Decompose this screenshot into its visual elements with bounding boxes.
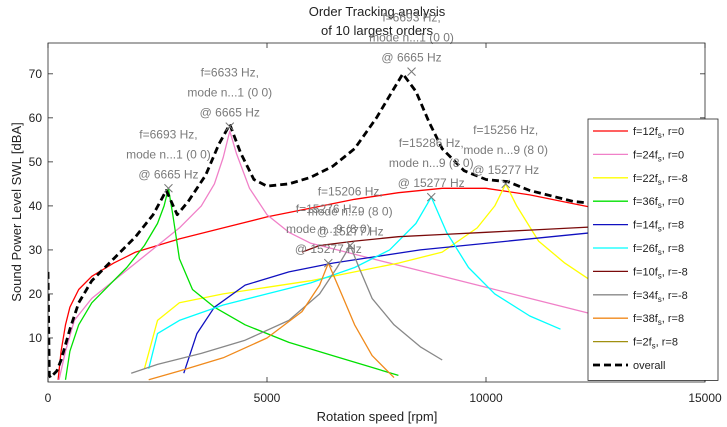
peak-annotation: f=15276 Hz, mode n...9 (8 0) @ 15277 Hz — [286, 202, 371, 268]
peak-annotation-line: mode n...1 (0 0) — [187, 86, 272, 100]
x-tick-label: 10000 — [469, 391, 503, 405]
peak-annotation-line: f=15286 Hz, — [399, 136, 464, 150]
legend-label: f=12fs, r=0 — [633, 126, 684, 140]
y-tick-label: 70 — [29, 67, 43, 81]
series-line-f-38f-s-r-8 — [148, 262, 395, 381]
legend-label: f=36fs, r=0 — [633, 196, 684, 210]
legend-label: overall — [633, 360, 665, 372]
y-tick-label: 60 — [29, 111, 43, 125]
legend-label: f=14fs, r=8 — [633, 220, 684, 234]
peak-annotation-line: @ 6665 Hz — [138, 167, 198, 181]
peak-annotation-line: f=15206 Hz, — [318, 185, 383, 199]
y-tick-label: 40 — [29, 199, 43, 213]
chart-title-line-2: of 10 largest orders — [321, 23, 434, 38]
peak-annotation: f=15256 Hz, mode n...9 (8 0) @ 15277 Hz — [463, 123, 548, 189]
legend-item-overall: overall — [593, 360, 665, 372]
legend-label: f=22fs, r=-8 — [633, 173, 688, 187]
legend-item-f-38f-s-r-8: f=38fs, r=8 — [593, 313, 684, 327]
legend-label: f=26fs, r=8 — [633, 243, 684, 257]
series-line-f-26f-s-r-8 — [148, 196, 561, 369]
legend-item-f-14f-s-r-8: f=14fs, r=8 — [593, 220, 684, 234]
x-axis-label: Rotation speed [rpm] — [317, 409, 438, 424]
peak-annotation-line: @ 6665 Hz — [200, 106, 260, 120]
peak-marker — [426, 192, 436, 202]
legend-item-f-10f-s-r-8: f=10fs, r=-8 — [593, 266, 688, 280]
peak-marker — [323, 258, 333, 268]
peak-annotation-line: f=15256 Hz, — [473, 123, 538, 137]
x-tick-label: 15000 — [688, 391, 722, 405]
series-line-f-12f-s-r-0 — [57, 187, 705, 380]
peak-annotation-line: mode n...1 (0 0) — [126, 147, 211, 161]
y-tick-label: 20 — [29, 287, 43, 301]
peak-annotation-line: mode n...1 (0 0) — [369, 31, 454, 45]
legend-item-f-36f-s-r-0: f=36fs, r=0 — [593, 196, 684, 210]
peak-annotation-line: f=6693 Hz, — [139, 127, 197, 141]
peak-annotation-line: f=15276 Hz, — [296, 202, 361, 216]
legend-item-f-24f-s-r-0: f=24fs, r=0 — [593, 149, 684, 163]
legend: f=12fs, r=0 f=24fs, r=0 f=22fs, r=-8 f=36fs… — [587, 118, 719, 381]
peak-annotation: f=15286 Hz, mode n...9 (8 0) @ 15277 Hz — [389, 136, 474, 202]
peak-annotation-line: @ 15277 Hz — [472, 163, 539, 177]
x-tick-label: 0 — [45, 391, 52, 405]
legend-label: f=38fs, r=8 — [633, 313, 684, 327]
y-tick-label: 10 — [29, 331, 43, 345]
series-line-f-22f-s-r-8 — [143, 183, 592, 369]
legend-item-f-2f-s-r-8: f=2fs, r=8 — [593, 337, 678, 351]
peak-annotation-line: f=6633 Hz, — [201, 66, 259, 80]
legend-label: f=24fs, r=0 — [633, 149, 684, 163]
legend-label: f=10fs, r=-8 — [633, 266, 688, 280]
annotation-layer: f=6693 Hz,mode n...1 (0 0)@ 6665 Hzf=663… — [126, 11, 548, 268]
legend-box — [587, 118, 719, 381]
peak-annotation-line: mode n...9 (8 0) — [308, 205, 393, 219]
peak-marker — [501, 179, 511, 189]
legend-item-f-34f-s-r-8: f=34fs, r=-8 — [593, 290, 688, 304]
peak-annotation-line: @ 15277 Hz — [317, 225, 384, 239]
peak-marker — [345, 241, 355, 250]
peak-annotation-line: @ 6665 Hz — [381, 51, 441, 65]
peak-marker — [407, 67, 416, 76]
peak-annotation: f=6633 Hz, mode n...1 (0 0) @ 6665 Hz — [187, 66, 272, 132]
peak-annotation-line: f=6693 Hz, — [382, 11, 440, 25]
chart-title-line-1: Order Tracking analysis — [309, 4, 446, 19]
peak-marker — [164, 183, 173, 193]
legend-item-f-22f-s-r-8: f=22fs, r=-8 — [593, 173, 688, 187]
legend-item-f-12f-s-r-0: f=12fs, r=0 — [593, 126, 684, 140]
series-line-f-34f-s-r-8 — [130, 244, 443, 374]
peak-annotation: f=6693 Hz, mode n...1 (0 0) @ 6665 Hz — [126, 127, 211, 193]
peak-annotation-line: @ 15277 Hz — [398, 176, 465, 190]
axis-ticks: 0 5000 10000 15000 10 20 30 40 50 60 70 — [29, 43, 722, 405]
peak-annotation: f=15206 Hz, mode n...9 (8 0) @ 15277 Hz — [308, 185, 393, 250]
y-tick-label: 30 — [29, 243, 43, 257]
peak-annotation-line: mode n...9 (8 0) — [463, 143, 548, 157]
peak-marker — [225, 122, 235, 132]
legend-item-f-26f-s-r-8: f=26fs, r=8 — [593, 243, 684, 257]
y-tick-label: 50 — [29, 155, 43, 169]
y-axis-label: Sound Power Level SWL [dBA] — [9, 122, 24, 301]
series-line-overall — [48, 72, 705, 379]
peak-annotation-line: @ 15277 Hz — [295, 242, 362, 256]
peak-annotation-line: mode n...9 (8 0) — [389, 156, 474, 170]
x-tick-label: 5000 — [254, 391, 281, 405]
legend-label: f=34fs, r=-8 — [633, 290, 688, 304]
legend-label: f=2fs, r=8 — [633, 337, 678, 351]
peak-annotation-line: mode n...9 (8 0) — [286, 222, 371, 236]
chart-title: Order Tracking analysis of 10 largest or… — [309, 4, 446, 38]
peak-annotation: f=6693 Hz, mode n...1 (0 0) @ 6665 Hz — [369, 11, 454, 76]
